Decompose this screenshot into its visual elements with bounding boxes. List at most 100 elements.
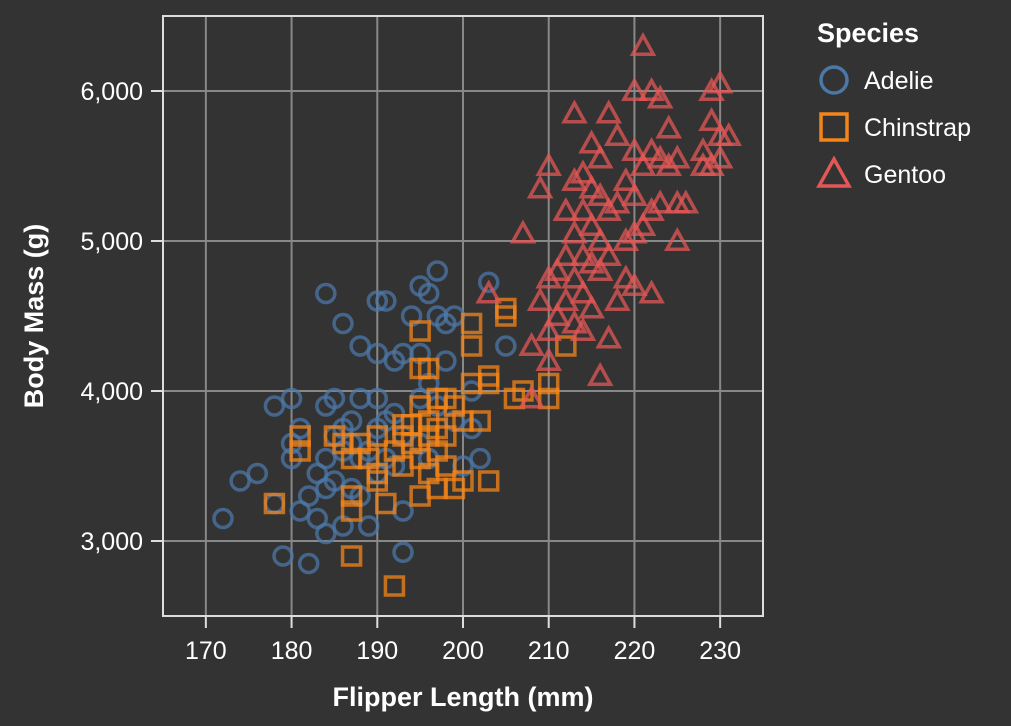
legend-label: Gentoo	[864, 161, 946, 189]
chinstrap-point	[289, 425, 311, 447]
adelie-point	[495, 335, 517, 357]
adelie-point	[315, 282, 337, 305]
gentoo-point	[518, 384, 545, 409]
adelie-point	[323, 387, 346, 410]
gentoo-point	[612, 167, 640, 192]
x-tick-label: 180	[271, 637, 313, 665]
gentoo-point	[621, 182, 648, 207]
gentoo-point	[638, 137, 665, 162]
gentoo-point	[663, 227, 691, 252]
gentoo-point	[569, 197, 597, 222]
data-points	[212, 32, 743, 597]
gentoo-point	[621, 272, 648, 297]
gentoo-point	[561, 309, 588, 334]
x-tick-label: 210	[528, 637, 570, 665]
axes: 170 180 190 200 210 220 230 3,000 4,000 5,000 6,00…	[80, 78, 741, 665]
gentoo-point	[509, 219, 537, 244]
chinstrap-point	[409, 485, 431, 507]
gentoo-point	[595, 324, 623, 349]
gentoo-point	[543, 257, 571, 282]
gentoo-point	[569, 317, 597, 342]
gentoo-point	[663, 144, 691, 169]
gentoo-point	[621, 219, 648, 244]
x-tick-label: 230	[699, 637, 741, 665]
gentoo-point	[586, 182, 614, 207]
chinstrap-point	[417, 357, 440, 380]
gentoo-point	[586, 257, 614, 282]
gentoo-point	[518, 332, 545, 357]
chinstrap-point	[452, 470, 474, 492]
gentoo-point	[535, 152, 563, 177]
y-axis-title: Body Mass (g)	[19, 224, 49, 409]
x-tick-label: 170	[185, 637, 227, 665]
series-gentoo	[475, 32, 743, 409]
legend-label: Chinstrap	[864, 114, 971, 142]
gentoo-point	[612, 264, 640, 289]
y-tick-label: 3,000	[80, 528, 143, 556]
adelie-point	[349, 335, 371, 357]
gentoo-point	[561, 219, 588, 244]
chinstrap-point	[477, 372, 500, 395]
adelie-point	[392, 500, 414, 522]
gentoo-point	[561, 99, 588, 124]
legend: Species Adelie Chinstrap Gentoo	[816, 18, 971, 189]
gentoo-point	[475, 279, 503, 304]
adelie-point	[435, 350, 457, 372]
gentoo-point	[526, 287, 554, 312]
x-tick-label: 200	[442, 637, 484, 665]
legend-symbol-adelie	[819, 65, 849, 95]
gentoo-point	[603, 189, 631, 214]
legend-symbol-gentoo	[816, 155, 852, 188]
gentoo-point	[603, 287, 631, 312]
gentoo-point	[706, 144, 734, 169]
chinstrap-point	[460, 312, 483, 335]
gentoo-point	[646, 189, 674, 214]
chinstrap-point	[263, 492, 286, 515]
gentoo-point	[569, 159, 597, 184]
adelie-point	[366, 342, 389, 365]
gentoo-point	[578, 249, 605, 274]
adelie-point	[366, 387, 389, 410]
adelie-point	[426, 260, 449, 282]
gentoo-point	[621, 77, 648, 102]
adelie-point	[297, 552, 320, 575]
adelie-point	[280, 387, 303, 410]
adelie-point	[272, 545, 294, 567]
gentoo-point	[569, 279, 597, 304]
chinstrap-point	[340, 545, 363, 567]
adelie-point	[297, 485, 320, 507]
adelie-point	[357, 515, 380, 537]
chinstrap-point	[409, 320, 431, 342]
gentoo-point	[698, 107, 725, 132]
adelie-point	[392, 541, 414, 563]
chinstrap-point	[469, 410, 491, 432]
chinstrap-point	[435, 425, 457, 447]
gentoo-point	[638, 197, 665, 222]
chinstrap-point	[495, 305, 517, 327]
gentoo-point	[698, 152, 725, 177]
chinstrap-point	[555, 335, 577, 357]
gentoo-point	[535, 347, 563, 372]
legend-item-gentoo: Gentoo	[816, 155, 946, 189]
adelie-point	[469, 447, 491, 470]
adelie-point	[477, 271, 500, 293]
chinstrap-point	[460, 335, 483, 357]
gentoo-point	[706, 69, 734, 94]
gentoo-point	[561, 264, 588, 289]
chinstrap-point	[435, 455, 457, 477]
gentoo-point	[612, 227, 640, 252]
gentoo-point	[595, 242, 623, 267]
gentoo-point	[535, 264, 563, 289]
chinstrap-point	[366, 425, 389, 447]
gentoo-point	[586, 227, 614, 252]
gentoo-point	[578, 212, 605, 237]
legend-item-adelie: Adelie	[819, 65, 934, 95]
adelie-point	[323, 470, 346, 492]
chinstrap-point	[537, 372, 560, 395]
chinstrap-point	[289, 440, 311, 462]
x-tick-label: 220	[614, 637, 656, 665]
y-tick-label: 4,000	[80, 378, 143, 406]
adelie-point	[315, 447, 337, 470]
gentoo-point	[603, 122, 631, 147]
